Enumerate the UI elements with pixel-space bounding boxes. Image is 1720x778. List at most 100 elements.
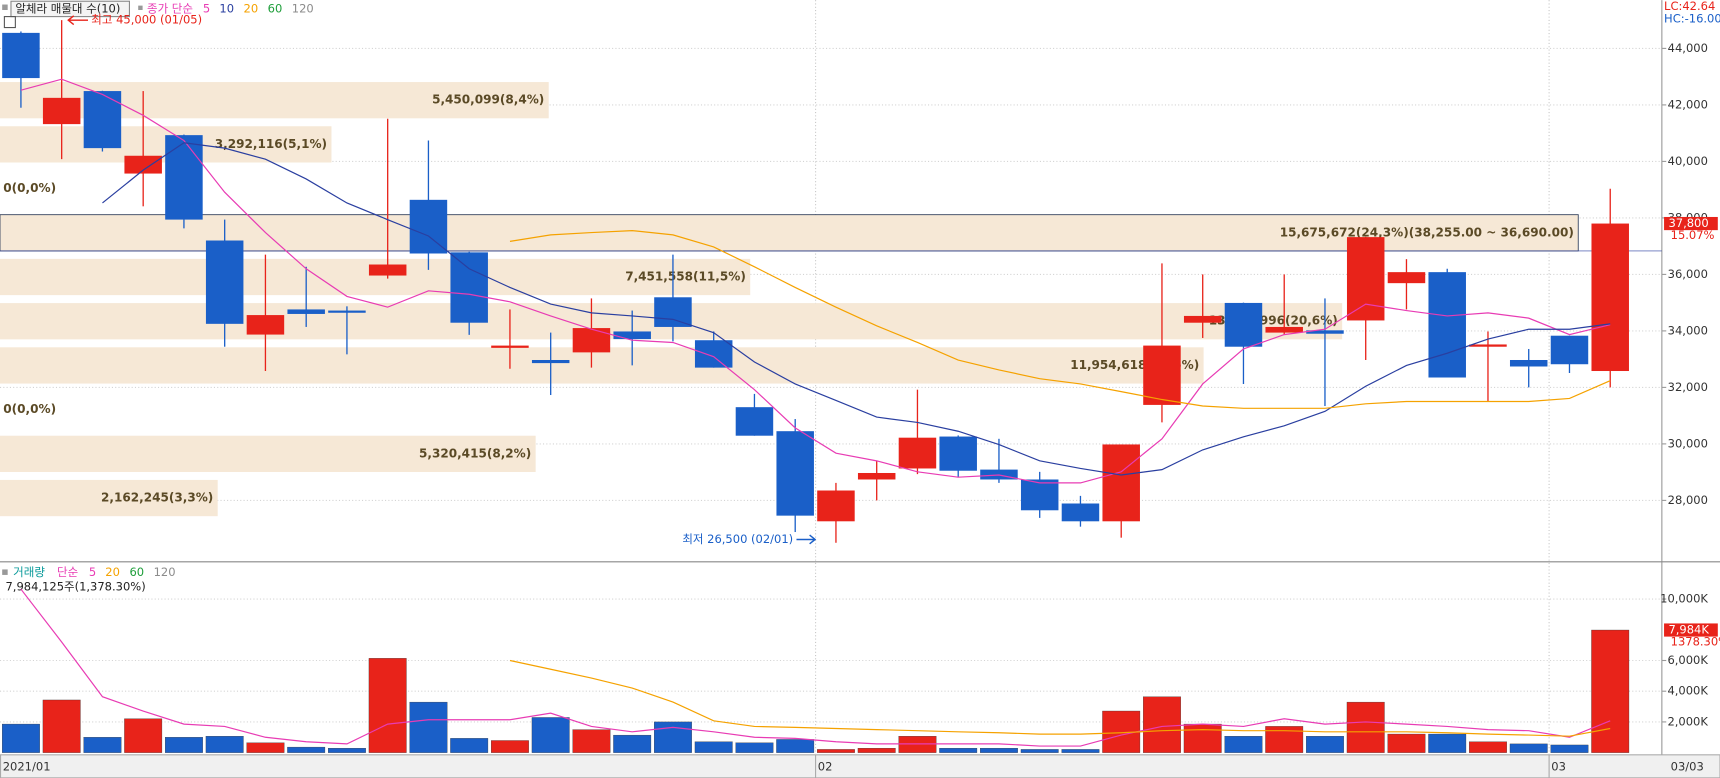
ma-line	[20, 78, 1611, 484]
candle-body	[2, 32, 40, 79]
candle-body	[328, 310, 366, 313]
volume-bar	[531, 717, 570, 753]
legend-entry: 120	[154, 565, 176, 579]
y-tick-label: 34,000	[1668, 323, 1708, 337]
legend-entry: 20	[105, 565, 120, 579]
candle-body	[409, 199, 448, 254]
profile-label: 0(0,0%)	[3, 181, 56, 195]
candle-body	[572, 328, 611, 353]
volume-bar	[694, 741, 733, 753]
candle-body	[287, 309, 325, 314]
volume-bar	[1020, 749, 1059, 753]
x-tick-label: 02	[818, 759, 833, 773]
candle-body	[1387, 272, 1426, 284]
legend-title: 알체라 매물대 수(10)	[15, 1, 120, 15]
candle-body	[1469, 344, 1507, 347]
volume-bar	[1550, 744, 1589, 753]
ma-line	[20, 588, 1611, 747]
lc-label: LC:42.64	[1664, 0, 1715, 13]
candle-body	[694, 340, 733, 368]
date-axis-strip	[0, 754, 1720, 778]
volume-bar	[1224, 736, 1263, 753]
y-tick-label: 10,000K	[1660, 592, 1708, 606]
legend-icon	[138, 5, 143, 11]
volume-bar	[572, 729, 611, 753]
change-label: 1378.30%	[1671, 635, 1720, 649]
price-tag-label: 37,800	[1668, 216, 1708, 230]
y-tick-label: 40,000	[1668, 154, 1708, 168]
candle-body	[491, 345, 529, 348]
volume-bar	[450, 738, 489, 753]
volume-bar	[287, 746, 326, 753]
hc-label: HC:-16.00	[1664, 11, 1720, 25]
ma-line	[509, 659, 1611, 737]
x-tick-label: 2021/01	[3, 759, 51, 773]
candle-body	[1102, 444, 1140, 522]
legend-entry: 10	[219, 1, 234, 15]
legend-entry: 20	[244, 1, 259, 15]
candle-body	[205, 240, 244, 324]
candle-body	[735, 407, 774, 436]
legend-entry: 5	[89, 565, 96, 579]
volume-bar	[939, 748, 978, 753]
profile-bar	[0, 479, 218, 517]
subtitle: 7,984,125주(1,378.30%)	[5, 579, 145, 593]
y-tick-label: 6,000K	[1667, 653, 1708, 667]
y-tick-label: 44,000	[1668, 41, 1708, 55]
candle-body	[368, 264, 407, 276]
legend-icon	[2, 4, 8, 11]
low-annotation: 최저 26,500 (02/01)	[682, 532, 793, 546]
volume-bar	[1061, 749, 1100, 753]
candle-body	[1550, 335, 1589, 365]
volume-bar	[776, 739, 815, 753]
legend-entry: 60	[268, 1, 283, 15]
volume-bar	[2, 723, 40, 753]
change-label: 15.07%	[1671, 228, 1715, 242]
grid-icon[interactable]	[3, 16, 16, 29]
volume-bar	[1143, 696, 1181, 753]
volume-bar	[165, 737, 203, 753]
profile-label: 5,320,415(8,2%)	[419, 446, 531, 460]
volume-bar	[1591, 629, 1630, 753]
candle-body	[776, 431, 814, 516]
ma-line	[102, 142, 1611, 476]
volume-bar	[42, 699, 81, 753]
profile-label: 5,450,099(8,4%)	[432, 93, 544, 107]
volume-bar	[1183, 723, 1222, 753]
arrow	[67, 15, 89, 26]
volume-bar	[817, 749, 855, 753]
y-tick-label: 36,000	[1668, 267, 1708, 281]
candle-body	[165, 135, 203, 220]
profile-label: 3,292,116(5,1%)	[215, 137, 327, 151]
candle-body	[613, 331, 651, 340]
candle-body	[124, 155, 162, 174]
ma-line	[509, 229, 1611, 409]
y-tick-label: 42,000	[1668, 97, 1708, 111]
candle-body	[1428, 272, 1466, 378]
candle-body	[83, 91, 122, 149]
legend-title: 거래량	[13, 565, 45, 579]
volume-bar	[857, 748, 896, 753]
candle-body	[898, 437, 937, 469]
legend-icon	[2, 569, 8, 575]
volume-bar	[980, 748, 1018, 753]
volume-bar	[83, 737, 122, 753]
candle-body	[450, 252, 488, 323]
volume-bar	[613, 734, 652, 753]
candle-body	[1020, 479, 1059, 511]
volume-bar	[1509, 743, 1548, 753]
arrow	[796, 534, 817, 545]
volume-bar	[409, 701, 448, 753]
profile-label: 0(0,0%)	[3, 402, 56, 416]
volume-tag-label: 7,984K	[1668, 623, 1709, 637]
x-tick-label: 03	[1551, 759, 1566, 773]
volume-bar	[246, 742, 285, 753]
legend-entry: 120	[292, 1, 314, 15]
candle-body	[939, 436, 977, 471]
candle-body	[1591, 223, 1629, 372]
indicator-box[interactable]	[10, 0, 130, 18]
profile-label: 7,451,558(11,5%)	[625, 270, 746, 284]
